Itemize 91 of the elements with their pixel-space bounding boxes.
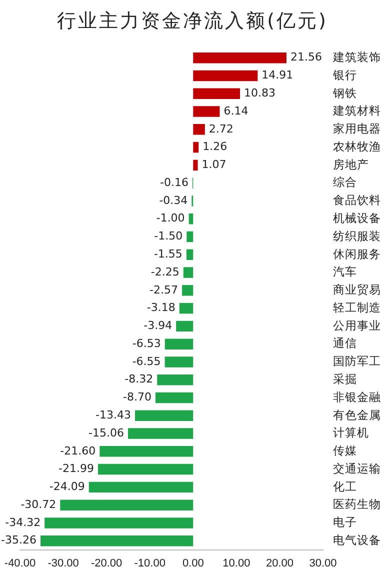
x-tick-label: 0.00	[182, 557, 204, 570]
bar	[193, 124, 205, 135]
data-label: -1.50	[154, 230, 183, 243]
data-label: -35.26	[1, 534, 37, 547]
data-label: -21.60	[60, 444, 96, 458]
y-tick-label: 纺织服装	[333, 228, 381, 243]
y-tick-label: 商业贸易	[333, 282, 381, 297]
data-label: -15.06	[88, 426, 124, 440]
bar	[193, 160, 198, 171]
data-label: -8.32	[124, 372, 154, 386]
y-tick-label: 国防军工	[333, 355, 381, 368]
data-label: -6.55	[132, 354, 161, 368]
y-tick-label: 银行	[332, 68, 357, 82]
bar	[40, 535, 194, 546]
x-tick-label: -20.00	[90, 557, 122, 570]
x-tick-label: -10.00	[134, 557, 166, 570]
y-tick-label: 采掘	[333, 373, 357, 386]
data-label: -1.00	[156, 212, 185, 225]
data-label: 6.14	[224, 104, 248, 118]
y-tick-label: 农林牧渔	[333, 140, 381, 154]
bar	[176, 320, 194, 332]
data-label: 2.72	[208, 122, 234, 136]
y-tick-label: 建筑材料	[332, 104, 381, 118]
data-label: -1.55	[154, 247, 182, 260]
y-tick-label: 公用事业	[333, 319, 381, 332]
bar	[193, 106, 220, 117]
bar	[100, 446, 194, 457]
bar	[44, 518, 194, 528]
bar	[98, 464, 194, 475]
data-label: -30.72	[20, 498, 56, 511]
bar	[183, 267, 194, 278]
y-tick-label: 轻工制造	[333, 301, 381, 314]
y-tick-label: 非银金融	[333, 390, 381, 404]
bar	[193, 88, 240, 99]
bar	[182, 285, 194, 296]
y-tick-label: 建筑装饰	[332, 51, 381, 64]
y-tick-label: 医药生物	[333, 498, 381, 512]
x-tick-label: 10.00	[222, 557, 250, 570]
x-tick-label: -30.00	[48, 557, 79, 570]
data-label: -0.34	[159, 194, 188, 207]
x-tick-label: 20.00	[266, 557, 294, 570]
y-tick-label: 汽车	[333, 264, 357, 279]
y-tick-label: 有色金属	[333, 408, 381, 422]
bar	[188, 213, 194, 224]
bar	[186, 231, 194, 242]
bar	[164, 356, 194, 368]
bar	[193, 142, 199, 153]
y-tick-label: 房地产	[333, 157, 369, 172]
bar	[179, 302, 194, 314]
x-tick-label: -40.00	[4, 557, 36, 570]
y-tick-label: 休闲服务	[333, 248, 381, 261]
data-label: -8.70	[123, 390, 152, 404]
y-tick-label: 钢铁	[332, 86, 357, 100]
bar	[157, 374, 194, 386]
y-tick-label: 电子	[333, 516, 357, 530]
data-label: 10.83	[244, 86, 276, 100]
y-tick-label: 机械设备	[333, 212, 381, 226]
y-tick-label: 家用电器	[333, 122, 381, 136]
chart-title: 行业主力资金净流入额(亿元)	[56, 9, 329, 34]
bar	[193, 70, 258, 82]
data-label: -6.53	[132, 336, 161, 350]
y-tick-label: 交通运输	[333, 461, 381, 476]
data-label: -21.99	[58, 462, 94, 476]
data-label: -0.16	[160, 176, 188, 189]
data-label: -2.57	[150, 283, 178, 296]
data-label: 1.26	[202, 140, 228, 154]
data-label: -3.94	[144, 319, 172, 332]
data-label: 21.56	[290, 50, 322, 64]
bar	[186, 249, 194, 260]
bar	[88, 482, 194, 493]
y-tick-label: 食品饮料	[333, 194, 381, 208]
y-tick-label: 通信	[333, 337, 357, 350]
y-tick-label: 化工	[333, 480, 357, 494]
data-label: 14.91	[262, 68, 294, 82]
data-label: -13.43	[96, 408, 132, 422]
data-label: -34.32	[5, 516, 41, 529]
data-label: 1.07	[202, 158, 226, 172]
y-tick-label: 综合	[333, 175, 357, 190]
bar	[128, 428, 194, 439]
bar	[193, 52, 286, 64]
data-label: -3.18	[146, 301, 176, 314]
bar	[155, 392, 194, 404]
data-label: -24.09	[49, 480, 85, 494]
bar	[164, 338, 194, 350]
bar	[60, 500, 194, 510]
x-tick-label: 30.00	[309, 557, 337, 570]
data-label: -2.25	[150, 265, 180, 278]
y-tick-label: 传媒	[333, 444, 357, 458]
bar	[135, 410, 194, 421]
y-tick-label: 电气设备	[333, 534, 381, 548]
y-tick-label: 计算机	[333, 426, 369, 440]
